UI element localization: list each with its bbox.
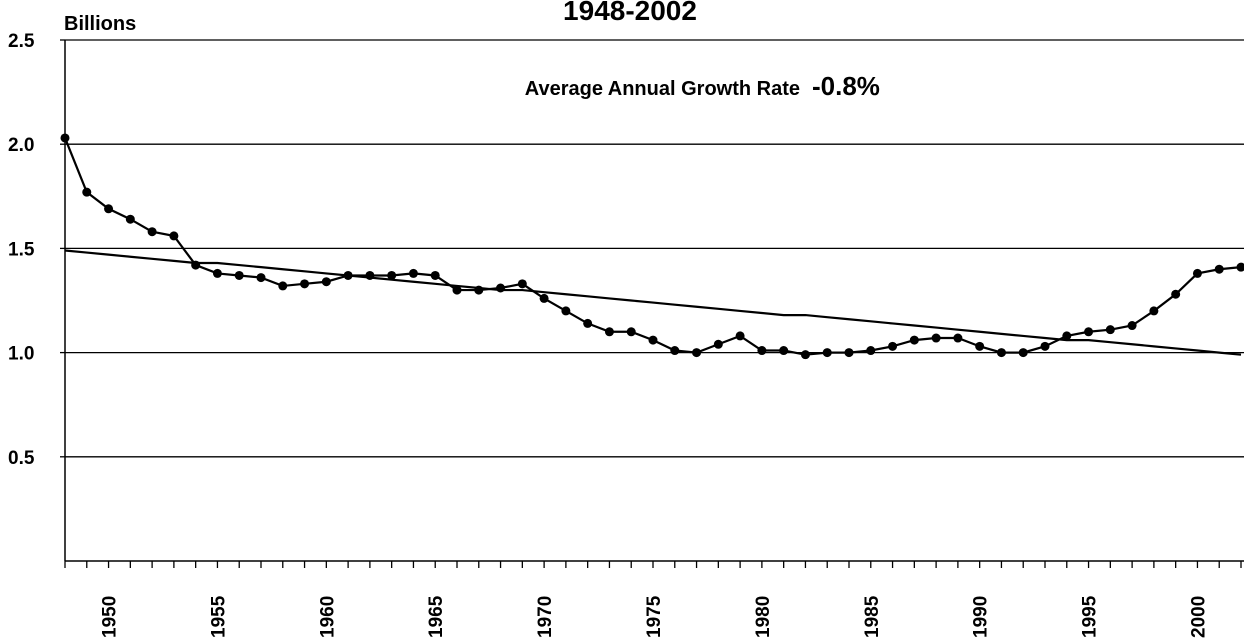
y-tick-label: 1.0 <box>8 344 34 365</box>
x-tick-label: 2000 <box>1188 596 1209 638</box>
data-point <box>1214 264 1224 274</box>
x-tick-label: 1960 <box>317 596 338 638</box>
annotation-value: -0.8% <box>812 71 880 101</box>
data-point <box>583 318 593 328</box>
data-point <box>670 346 680 356</box>
data-point <box>104 204 114 214</box>
data-point <box>604 327 614 337</box>
x-tick-label: 1965 <box>426 595 447 638</box>
data-point <box>1040 341 1050 351</box>
annotation: Average Annual Growth Rate <box>525 78 800 100</box>
series-line <box>64 249 1242 356</box>
data-point <box>147 227 157 237</box>
data-point <box>300 279 310 289</box>
data-point <box>212 268 222 278</box>
data-point <box>1018 348 1028 358</box>
data-point <box>779 346 789 356</box>
x-tick-label: 1955 <box>208 595 229 638</box>
y-tick-label: 0.5 <box>8 448 35 469</box>
data-point <box>561 306 571 316</box>
data-point <box>278 281 288 291</box>
data-point <box>1149 306 1159 316</box>
data-point <box>888 341 898 351</box>
data-point <box>996 348 1006 358</box>
data-point <box>1192 268 1202 278</box>
data-point <box>1084 327 1094 337</box>
data-point <box>735 331 745 341</box>
data-point <box>975 341 985 351</box>
data-point <box>800 350 810 360</box>
x-tick-label: 1995 <box>1080 595 1101 638</box>
y-axis-label: Billions <box>64 13 136 35</box>
data-point <box>844 348 854 358</box>
data-point <box>539 293 549 303</box>
data-point <box>909 335 919 345</box>
data-point <box>408 268 418 278</box>
chart-title: 1948-2002 <box>563 0 697 26</box>
data-point <box>256 273 266 283</box>
data-point <box>387 270 397 280</box>
data-point <box>60 133 70 143</box>
data-point <box>1236 262 1244 272</box>
data-point <box>866 346 876 356</box>
y-tick-label: 2.0 <box>8 135 34 156</box>
x-tick-label: 1990 <box>971 596 992 638</box>
data-point <box>82 187 92 197</box>
data-point <box>626 327 636 337</box>
data-point <box>1105 325 1115 335</box>
data-point <box>953 333 963 343</box>
data-point <box>321 277 331 287</box>
series-line <box>63 137 1242 356</box>
data-point <box>692 348 702 358</box>
data-point <box>648 335 658 345</box>
data-point <box>169 231 179 241</box>
data-point <box>1171 289 1181 299</box>
data-point <box>1062 331 1072 341</box>
x-tick-label: 1980 <box>753 596 774 638</box>
data-point <box>931 333 941 343</box>
data-point <box>1127 321 1137 331</box>
data-point <box>822 348 832 358</box>
data-point <box>125 214 135 224</box>
x-tick-label: 1950 <box>100 596 121 638</box>
data-point <box>713 339 723 349</box>
data-point <box>234 270 244 280</box>
y-tick-label: 2.5 <box>8 31 35 52</box>
y-tick-label: 1.5 <box>8 239 35 260</box>
x-tick-label: 1975 <box>644 595 665 638</box>
data-point <box>452 285 462 295</box>
data-point <box>517 279 527 289</box>
x-tick-label: 1970 <box>535 596 556 638</box>
data-point <box>430 270 440 280</box>
data-point <box>757 346 767 356</box>
x-tick-label: 1985 <box>862 595 883 638</box>
